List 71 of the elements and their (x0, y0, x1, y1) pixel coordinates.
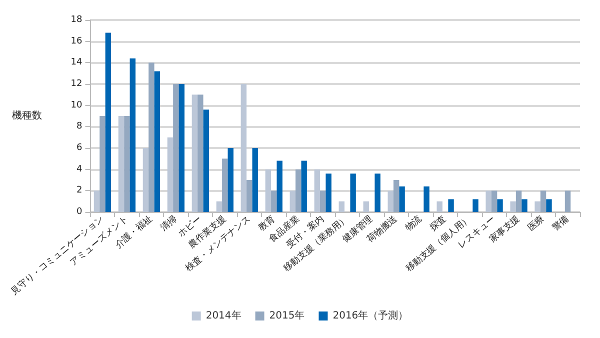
bar (296, 169, 302, 212)
bar (252, 148, 258, 212)
y-tick-label: 6 (76, 143, 82, 153)
bar (491, 190, 498, 212)
bar (486, 190, 492, 212)
bar (290, 190, 296, 212)
bar (240, 84, 247, 212)
bar (564, 190, 571, 212)
bar (94, 190, 100, 212)
bar (198, 94, 204, 212)
y-tick-label: 2 (76, 186, 82, 196)
bar (326, 174, 332, 212)
bar (534, 201, 540, 212)
bar (399, 186, 405, 212)
bar (154, 71, 160, 212)
x-tick-label: 物流 (403, 213, 424, 234)
legend-label: 2015年 (269, 310, 305, 322)
bar (546, 199, 552, 212)
bar (516, 190, 522, 212)
y-axis-title: 機種数 (12, 110, 42, 122)
bar (222, 158, 228, 212)
bar (276, 160, 282, 212)
bar (100, 116, 106, 212)
y-tick-label: 0 (76, 207, 82, 217)
bar (448, 199, 454, 212)
y-tick-label: 4 (76, 164, 82, 174)
y-tick-label: 8 (76, 122, 82, 132)
x-tick-label: 警備 (550, 213, 571, 234)
bar (510, 201, 516, 212)
bar (301, 160, 307, 212)
legend-label: 2016年（予測） (332, 310, 408, 322)
bar (265, 169, 272, 212)
x-tick-label: 医療 (526, 213, 546, 234)
y-tick-label: 10 (70, 100, 82, 110)
bar (271, 190, 277, 212)
bar (540, 190, 546, 212)
bar (350, 174, 356, 212)
bar (124, 116, 130, 212)
bar (178, 84, 184, 212)
bar (393, 180, 400, 212)
bar (167, 137, 174, 212)
bar (472, 199, 478, 212)
bar (228, 148, 234, 212)
x-tick-label: 探査 (428, 213, 449, 234)
bar (203, 110, 209, 212)
y-tick-label: 12 (70, 79, 82, 89)
bar (105, 32, 112, 212)
bar (173, 84, 179, 212)
bar (314, 169, 320, 212)
y-tick-label: 14 (70, 58, 82, 68)
bar (192, 94, 198, 212)
y-tick-label: 16 (70, 36, 82, 46)
bar (148, 62, 154, 212)
bar (388, 190, 394, 212)
bar (118, 116, 124, 212)
bar (363, 201, 369, 212)
legend-label: 2014年 (206, 310, 242, 322)
bar (320, 190, 326, 212)
bar (436, 201, 442, 212)
bar (424, 186, 430, 212)
bar (216, 201, 222, 212)
bar (130, 58, 136, 212)
y-tick-label: 18 (70, 15, 82, 25)
bar (522, 199, 528, 212)
x-tick-label: 教育 (256, 213, 278, 234)
bar (142, 148, 149, 212)
bar (374, 174, 380, 212)
bar (497, 199, 503, 212)
x-tick-label: 清掃 (158, 213, 180, 234)
bar (246, 180, 252, 212)
bar (338, 201, 344, 212)
